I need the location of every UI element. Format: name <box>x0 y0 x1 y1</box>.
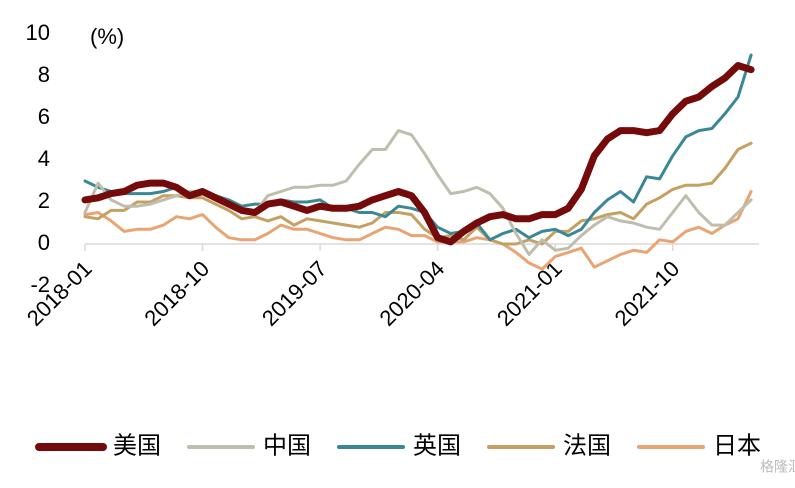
x-tick-label: 2021-01 <box>492 256 567 331</box>
unit-annotation: (%) <box>90 24 124 49</box>
x-tick-label: 2019-07 <box>257 256 332 331</box>
y-tick-label: 6 <box>38 104 50 129</box>
watermark: 格隆汇 <box>760 459 795 475</box>
legend-label: 英国 <box>413 432 461 459</box>
y-tick-label: 0 <box>38 230 50 255</box>
y-tick-label: 8 <box>38 62 50 87</box>
legend-label: 日本 <box>713 432 761 459</box>
y-tick-label: -2 <box>30 272 50 297</box>
legend-label: 中国 <box>263 432 311 459</box>
x-tick-label: 2020-04 <box>374 256 449 331</box>
y-tick-label: 4 <box>38 146 50 171</box>
legend-label: 美国 <box>113 432 161 459</box>
series-line <box>83 190 753 271</box>
y-tick-label: 10 <box>26 20 50 45</box>
y-tick-label: 2 <box>38 188 50 213</box>
series-line <box>83 53 753 242</box>
x-tick-label: 2018-10 <box>139 256 214 331</box>
series-line <box>83 141 753 246</box>
x-tick-label: 2021-10 <box>610 256 685 331</box>
legend-label: 法国 <box>563 432 611 459</box>
series-line <box>81 62 755 246</box>
